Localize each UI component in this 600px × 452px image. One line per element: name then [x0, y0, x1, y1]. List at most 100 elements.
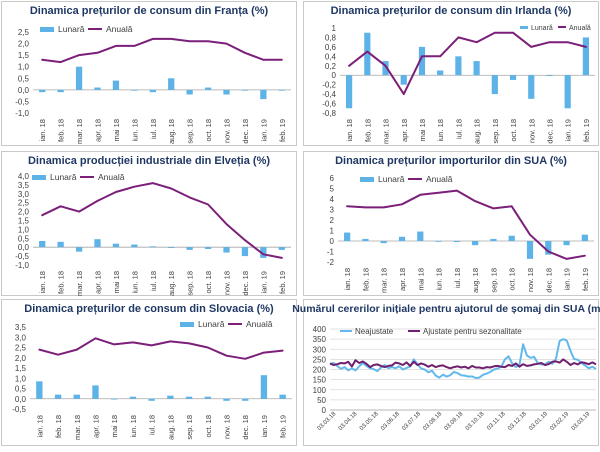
bar-lunara — [417, 231, 424, 241]
bar-lunara — [455, 56, 462, 76]
x-tick-label: sep. 18 — [186, 271, 195, 296]
bar-lunara — [168, 247, 175, 248]
x-tick-label: nov. 18 — [527, 119, 536, 143]
y-tick-label: 350 — [313, 335, 327, 344]
y-tick-label: 2,0 — [18, 40, 30, 49]
bar-lunara — [185, 396, 193, 399]
chart-title: Numărul cererilor inițiale pentru ajutor… — [292, 303, 600, 315]
y-tick-label: 1,5 — [15, 364, 27, 373]
y-tick-label: 0,0 — [15, 395, 27, 404]
bar-lunara — [581, 234, 588, 241]
bar-lunara — [362, 238, 369, 241]
y-tick-label: 3,5 — [18, 181, 30, 190]
y-tick-label: 0,0 — [18, 86, 30, 95]
panel-frame — [303, 1, 599, 146]
x-tick-label: nov. 18 — [526, 268, 535, 292]
y-tick-label: 1,0 — [18, 63, 30, 72]
legend-swatch-lunara — [520, 26, 528, 29]
bar-lunara — [279, 394, 286, 399]
chart-title: Dinamica prețurilor de consum din Irland… — [331, 5, 572, 17]
y-tick-label: 0,0 — [18, 243, 30, 252]
bar-lunara — [204, 87, 212, 90]
line-anuala — [41, 182, 283, 259]
chart-title: Dinamica producției industriale din Elve… — [28, 155, 270, 167]
bar-lunara — [453, 241, 460, 243]
bar-lunara — [398, 236, 406, 241]
y-tick-label: -1,0 — [15, 109, 29, 118]
x-tick-label: apr. 18 — [398, 268, 407, 291]
x-tick-label: mar. 18 — [75, 119, 84, 144]
x-tick-label: ian. 19 — [563, 268, 572, 291]
bar-lunara — [129, 396, 137, 399]
x-tick-label: nov. 18 — [223, 119, 232, 143]
y-tick-label: -0,2 — [322, 81, 336, 90]
y-tick-label: -2 — [327, 258, 335, 267]
x-tick-label: apr. 18 — [94, 271, 103, 294]
x-tick-label: ian. 19 — [260, 415, 269, 438]
bar-lunara — [508, 235, 515, 241]
chart-panel-1: Dinamica prețurilor de consum din Franța… — [1, 1, 297, 146]
bar-lunara — [149, 89, 156, 93]
x-tick-label: ian. 18 — [35, 415, 44, 438]
y-tick-label: 150 — [313, 376, 327, 385]
bar-lunara — [260, 247, 267, 258]
x-tick-label: mai 18 — [110, 415, 119, 438]
line-anuala — [41, 37, 283, 64]
y-tick-label: 2,0 — [15, 354, 27, 363]
y-tick-label: 0,2 — [325, 62, 337, 71]
bar-lunara — [39, 89, 46, 93]
x-tick-label: feb. 19 — [581, 268, 590, 291]
y-tick-label: 3,5 — [15, 323, 27, 332]
bar-lunara — [242, 398, 249, 401]
bar-lunara — [435, 241, 442, 242]
bar-lunara — [94, 239, 101, 248]
chart-panel-2: Dinamica prețurilor de consum din Irland… — [303, 1, 599, 146]
y-tick-label: 1,0 — [15, 374, 27, 383]
y-tick-label: 0,6 — [325, 43, 337, 52]
y-tick-label: 1,5 — [18, 51, 30, 60]
x-tick-label: dec. 18 — [241, 415, 250, 440]
x-tick-label: iul. 18 — [453, 268, 462, 288]
x-tick-label: feb. 19 — [278, 119, 287, 142]
legend-label-lunara: Lunară — [58, 24, 85, 34]
y-tick-label: -0,6 — [322, 100, 336, 109]
x-tick-label: feb. 19 — [279, 415, 288, 438]
bar-lunara — [92, 385, 99, 399]
line-anuala — [38, 337, 284, 360]
y-tick-label: 1,5 — [18, 217, 30, 226]
bar-lunara — [582, 37, 589, 76]
x-tick-label: dec. 18 — [544, 268, 553, 293]
y-tick-label: -1 — [327, 248, 335, 257]
x-tick-label: sep. 18 — [489, 268, 498, 293]
bar-lunara — [260, 375, 268, 399]
bar-lunara — [278, 247, 285, 250]
bar-lunara — [111, 398, 118, 400]
bar-lunara — [563, 241, 570, 246]
legend-swatch-lunara — [180, 322, 194, 327]
x-tick-label: dec. 18 — [241, 119, 250, 144]
legend-label-anuala: Anuală — [426, 174, 453, 184]
y-tick-label: 2,5 — [15, 344, 27, 353]
bar-lunara — [186, 89, 193, 95]
y-tick-label: 2,0 — [18, 208, 30, 217]
y-tick-label: -0,4 — [322, 90, 336, 99]
bar-lunara — [148, 398, 155, 401]
x-tick-label: apr. 18 — [400, 119, 409, 142]
x-tick-label: ian. 18 — [343, 268, 352, 291]
x-tick-label: oct. 18 — [508, 268, 517, 291]
bar-lunara — [57, 241, 64, 248]
chart-panel-3: Dinamica producției industriale din Elve… — [1, 151, 297, 296]
y-tick-label: 2,5 — [18, 199, 30, 208]
bar-lunara — [382, 61, 389, 76]
bar-lunara — [223, 247, 230, 253]
bar-lunara — [39, 240, 46, 248]
x-tick-label: ian. 18 — [38, 271, 47, 294]
x-tick-label: aug. 18 — [166, 415, 175, 440]
chart-panel-5: Dinamica prețurilor de consum din Slovac… — [1, 299, 297, 446]
y-tick-label: 0 — [330, 237, 335, 246]
bar-lunara — [204, 247, 212, 249]
bar-lunara — [400, 75, 407, 85]
x-tick-label: feb. 18 — [361, 268, 370, 291]
y-tick-label: 0 — [332, 71, 337, 80]
bar-lunara — [73, 394, 80, 399]
